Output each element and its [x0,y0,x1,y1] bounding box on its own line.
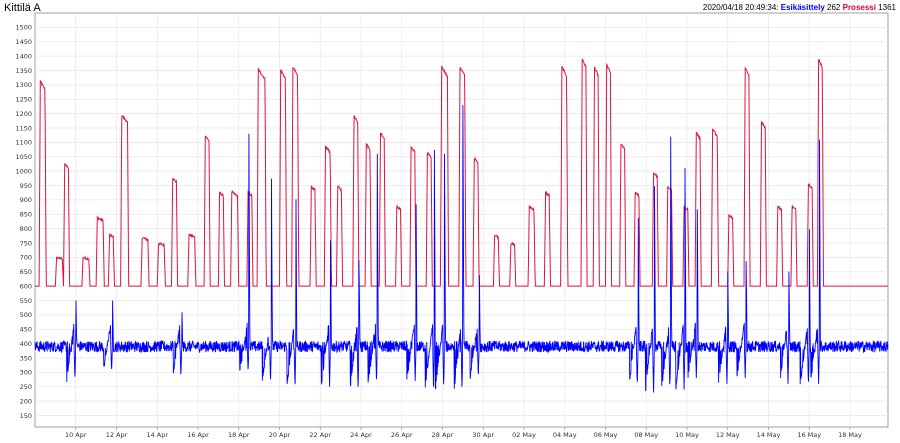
x-tick-label: 12 May [716,431,740,439]
y-tick-label: 650 [20,268,32,276]
y-tick-label: 1500 [15,24,32,32]
x-tick-label: 16 May [797,431,821,439]
x-tick-label: 18 May [838,431,862,439]
x-tick-label: 16 Apr [187,431,209,439]
x-tick-label: 28 Apr [432,431,454,439]
x-tick-label: 18 Apr [228,431,250,439]
x-tick-label: 06 May [594,431,618,439]
chart-title: Kittilä A [4,2,41,14]
y-tick-label: 1100 [15,139,32,147]
y-tick-label: 1000 [15,167,32,175]
y-tick-label: 1200 [15,110,32,118]
legend-series2-label: Prosessi [842,3,876,12]
y-tick-label: 1450 [15,38,32,46]
x-tick-label: 20 Apr [269,431,291,439]
y-tick-label: 500 [20,311,32,319]
legend-series1-label: Esikäsittely [780,3,825,12]
y-tick-label: 800 [20,225,32,233]
x-tick-label: 12 Apr [106,431,128,439]
y-tick-label: 450 [20,326,32,334]
y-tick-label: 1250 [15,96,32,104]
x-tick-label: 04 May [553,431,577,439]
x-tick-label: 08 May [634,431,658,439]
y-tick-label: 300 [20,369,32,377]
y-tick-label: 900 [20,196,32,204]
x-tick-label: 30 Apr [472,431,494,439]
y-tick-label: 550 [20,297,32,305]
y-tick-label: 400 [20,340,32,348]
legend-series2-value: 1361 [878,3,896,12]
x-tick-label: 26 Apr [391,431,413,439]
y-tick-label: 750 [20,239,32,247]
x-tick-label: 14 May [757,431,781,439]
y-tick-label: 150 [20,412,32,420]
y-tick-label: 950 [20,182,32,190]
y-tick-label: 600 [20,282,32,290]
y-tick-label: 1050 [15,153,32,161]
x-tick-label: 14 Apr [146,431,168,439]
y-tick-label: 250 [20,383,32,391]
y-tick-label: 200 [20,397,32,405]
status-readout: 2020/04/18 20:49:34: Esikäsittely 262 Pr… [703,3,896,12]
y-tick-label: 1350 [15,67,32,75]
status-timestamp: 2020/04/18 20:49:34: [702,3,779,12]
series-line-prosessi [35,58,888,287]
y-tick-label: 1400 [15,52,32,60]
series-line-esikasittely [34,104,889,393]
x-tick-label: 02 May [512,431,536,439]
legend-series1-value: 262 [827,3,841,12]
y-tick-label: 1300 [15,81,32,89]
y-tick-label: 1150 [15,124,32,132]
x-tick-label: 10 Apr [65,431,87,439]
x-tick-label: 10 May [675,431,699,439]
x-tick-label: 22 Apr [309,431,331,439]
y-tick-label: 350 [20,354,32,362]
y-tick-label: 850 [20,211,32,219]
x-tick-label: 24 Apr [350,431,372,439]
y-tick-label: 700 [20,254,32,262]
